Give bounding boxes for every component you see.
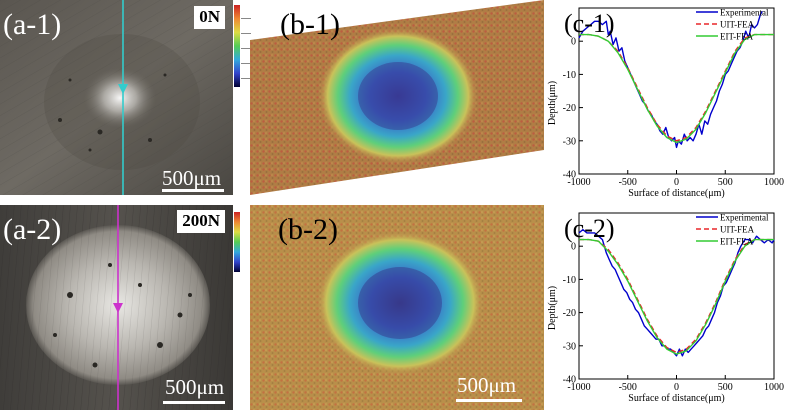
- force-label-a1: 0N: [194, 6, 225, 29]
- y-tick-label: -20: [563, 103, 576, 114]
- y-tick-label: -30: [563, 341, 576, 352]
- panel-label-a1: (a-1): [3, 8, 62, 41]
- micrograph-a2-image: [0, 205, 233, 410]
- surface-b1-image: [250, 0, 544, 195]
- x-tick-label: 0: [674, 177, 679, 188]
- panel-b2-surface: (b-2) 500μm: [250, 205, 544, 410]
- legend-label: Experimental: [720, 8, 769, 18]
- scale-bar-b1: [464, 185, 534, 188]
- x-tick-label: -500: [619, 177, 637, 188]
- x-tick-label: 500: [718, 177, 733, 188]
- x-tick-label: 0: [674, 382, 679, 393]
- scale-label-a1: 500μm: [162, 166, 222, 190]
- x-tick-label: -1000: [567, 177, 590, 188]
- y-tick-label: -10: [563, 275, 576, 286]
- legend-label: Experimental: [720, 213, 769, 223]
- y-tick-label: 0: [571, 242, 576, 253]
- legend-label: EIT-FEA: [720, 32, 754, 42]
- profile-arrow-a2-icon: [113, 303, 123, 313]
- x-tick-label: -1000: [567, 382, 590, 393]
- scale-label-b2: 500μm: [457, 373, 517, 397]
- y-tick-label: -40: [563, 375, 576, 386]
- y-tick-label: -20: [563, 308, 576, 319]
- panel-c1-chart: -1000 -500 0 500 1000 0 -10 -20 -30 -40 Surface of…: [544, 0, 789, 205]
- panel-c2-chart: -1000 -500 0 500 1000 0 -10 -20 -30 -40 Surface of…: [544, 205, 789, 410]
- panel-b1-surface: (b-1) 500μm: [250, 0, 544, 195]
- panel-label-b1: (b-1): [280, 8, 340, 41]
- colorbar-a1: [234, 5, 240, 87]
- x-tick-label: 500: [718, 382, 733, 393]
- legend-label: EIT-FEA: [720, 237, 754, 247]
- micrograph-a1-image: [0, 0, 233, 195]
- surface-b2-image: [250, 205, 544, 410]
- y-tick-label: -10: [563, 70, 576, 81]
- scale-label-b1: 500μm: [467, 160, 527, 184]
- legend-label: UIT-FEA: [720, 20, 755, 30]
- y-tick-label: 0: [571, 37, 576, 48]
- y-axis-label: Depth(μm): [547, 81, 558, 125]
- panel-label-c2: (c-2): [564, 214, 615, 243]
- panel-a1-micrograph: (a-1) 0N 500μm: [0, 0, 233, 195]
- profile-arrow-icon: [118, 84, 128, 94]
- depth-chart-c1: -1000 -500 0 500 1000 0 -10 -20 -30 -40 Surface of…: [547, 7, 784, 199]
- series-line-experimental: [578, 10, 763, 149]
- scale-label-a2: 500μm: [165, 375, 225, 399]
- colorbar-a2: [234, 212, 240, 272]
- x-axis-label: Surface of distance(μm): [628, 393, 724, 404]
- x-tick-label: -500: [619, 382, 637, 393]
- series-line-eit-fea: [579, 238, 774, 355]
- legend-label: UIT-FEA: [720, 225, 755, 235]
- x-tick-label: 1000: [764, 382, 784, 393]
- scale-bar-a1: [162, 189, 224, 192]
- colorbar-a1-ticks: [241, 4, 251, 88]
- series-line-uit-fea: [579, 238, 774, 354]
- series-line-uit-fea: [579, 33, 774, 142]
- series-line-eit-fea: [579, 33, 774, 144]
- series-line-experimental: [578, 228, 775, 357]
- scale-bar-b2: [456, 399, 522, 402]
- y-tick-label: -30: [563, 136, 576, 147]
- depth-chart-c2: -1000 -500 0 500 1000 0 -10 -20 -30 -40 Surface of…: [547, 212, 784, 404]
- force-label-a2: 200N: [177, 210, 225, 233]
- scale-bar-a2: [163, 401, 225, 404]
- x-tick-label: 1000: [764, 177, 784, 188]
- panel-label-c1: (c-1): [564, 9, 615, 38]
- panel-label-a2: (a-2): [3, 213, 62, 246]
- x-axis-label: Surface of distance(μm): [628, 188, 724, 199]
- y-tick-label: -40: [563, 170, 576, 181]
- y-axis-label: Depth(μm): [547, 286, 558, 330]
- panel-a2-micrograph: (a-2) 200N 500μm: [0, 205, 233, 410]
- panel-label-b2: (b-2): [278, 213, 338, 246]
